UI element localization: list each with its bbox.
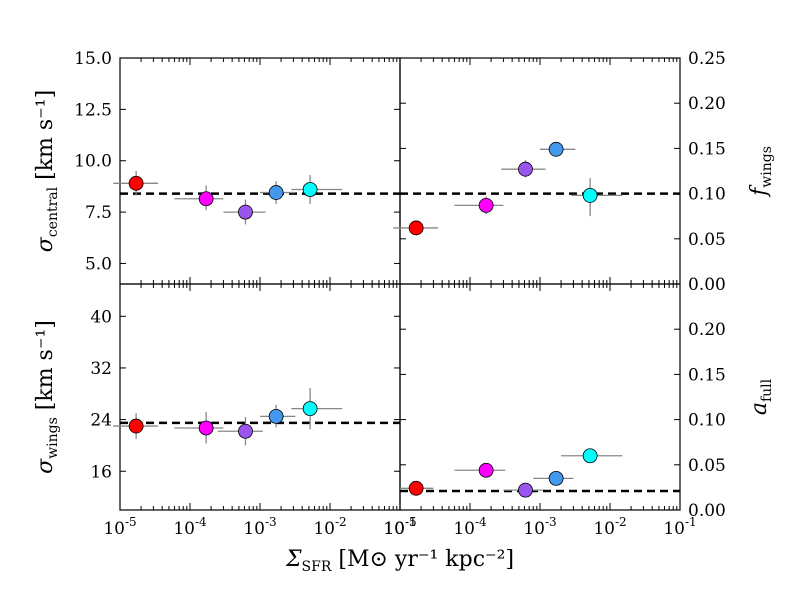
y-tick-label: 12.5: [74, 100, 112, 120]
y-tick-label: 0.20: [688, 94, 726, 114]
panel-frame: [399, 283, 681, 511]
data-point: [302, 401, 318, 417]
panel-frame: [119, 283, 401, 511]
panel-a-full: 0.00 0.05 0.10 0.15 0.20 afull 10-5 10-4 10-3 10-…: [383, 283, 775, 539]
y-axis-title: σwings [km s⁻¹]: [33, 320, 61, 474]
panel-sigma-central: 5.0 7.5 10.0 12.5 15.0 σcentral [km s⁻¹]: [33, 49, 401, 285]
data-point: [518, 482, 533, 498]
y-tick-label: 0.20: [688, 320, 726, 340]
y-tick-label: 0.05: [688, 230, 726, 250]
y-tick-label: 0.10: [688, 185, 726, 205]
data-point: [198, 420, 214, 436]
data-point: [268, 185, 284, 200]
y-tick-label: 32: [90, 359, 112, 379]
y-tick-label: 0.05: [688, 456, 726, 476]
data-point: [582, 188, 598, 203]
y-axis-title: afull: [747, 378, 775, 415]
data-point: [238, 423, 253, 439]
data-point: [408, 480, 424, 496]
y-tick-label: 15.0: [74, 49, 112, 69]
x-tick-label: 10-4: [453, 515, 487, 539]
data-point: [408, 220, 424, 236]
x-tick-label: 10-5: [383, 515, 416, 539]
data-point: [582, 448, 598, 464]
data-point: [128, 175, 144, 191]
data-point: [548, 470, 564, 486]
data-point: [548, 141, 564, 157]
x-tick-label: 10-1: [383, 515, 416, 539]
panel-frame: [399, 57, 681, 285]
x-tick-label: 10-3: [243, 515, 276, 539]
y-tick-label: 0.00: [688, 501, 726, 521]
data-point: [518, 161, 533, 177]
y-tick-label: 16: [90, 462, 112, 482]
data-point: [478, 197, 494, 213]
y-tick-label: 40: [90, 307, 112, 327]
y-tick-label: 0.15: [688, 139, 726, 159]
data-point: [128, 418, 144, 434]
y-tick-label: 24: [90, 411, 112, 431]
x-axis-title: ΣSFR [M⊙ yr⁻¹ kpc⁻²]: [285, 547, 514, 575]
x-tick-label: 10-2: [313, 515, 346, 539]
data-point: [198, 191, 214, 207]
x-tick-label: 10-4: [173, 515, 207, 539]
y-tick-label: 0.00: [688, 275, 726, 295]
x-tick-label: 10-3: [523, 515, 556, 539]
y-tick-label: 0.15: [688, 365, 726, 385]
y-tick-label: 0.10: [688, 411, 726, 431]
data-point: [302, 182, 318, 197]
x-tick-label: 10-2: [593, 515, 626, 539]
data-point: [268, 408, 284, 424]
panel-sigma-wings: 16 24 32 40 σwings [km s⁻¹] 10-5 10-4 10-3 10-2 1…: [33, 283, 417, 539]
panel-f-wings: 0.00 0.05 0.10 0.15 0.20 0.25 fwings: [393, 49, 775, 295]
y-axis-title: fwings: [747, 146, 775, 198]
panel-frame: [119, 57, 401, 285]
y-tick-label: 0.25: [688, 49, 726, 69]
data-point: [238, 204, 253, 220]
x-tick-label: 10-5: [103, 515, 136, 539]
y-tick-label: 7.5: [85, 203, 112, 223]
y-tick-label: 5.0: [85, 254, 112, 274]
y-tick-label: 10.0: [74, 152, 112, 172]
data-point: [478, 462, 494, 478]
y-axis-title: σcentral [km s⁻¹]: [33, 90, 61, 252]
x-tick-label: 10-1: [663, 515, 696, 539]
